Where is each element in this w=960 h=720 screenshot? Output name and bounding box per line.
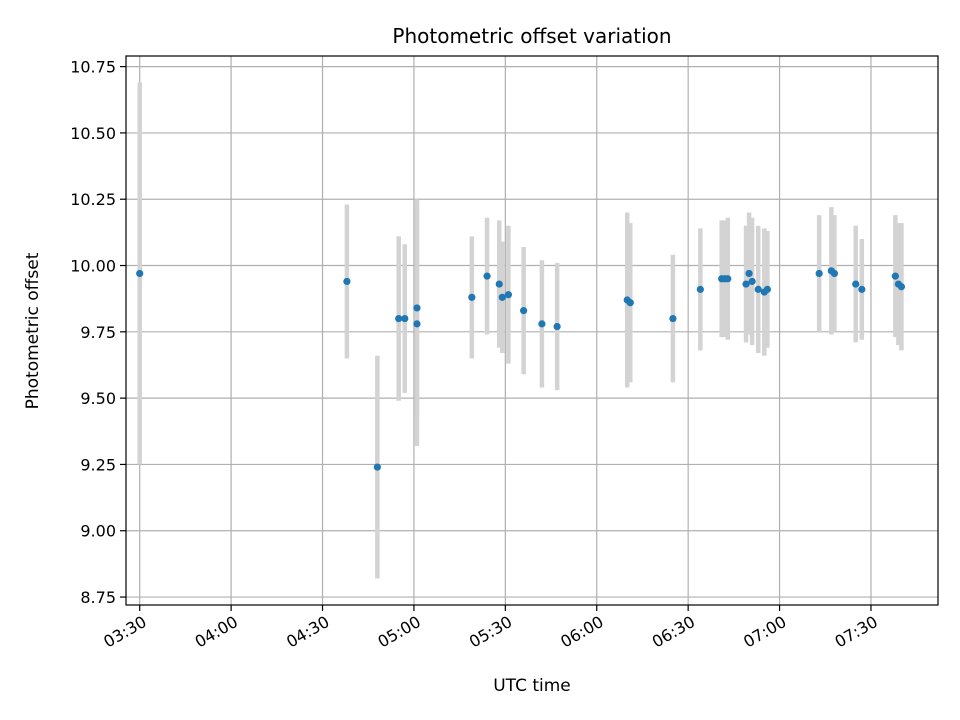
- data-point: [498, 293, 506, 301]
- x-axis-title: UTC time: [493, 676, 571, 696]
- data-point: [745, 269, 753, 278]
- data-point: [748, 277, 756, 286]
- data-point: [724, 275, 732, 283]
- plot-area-frame: [125, 55, 939, 606]
- data-point: [553, 322, 561, 331]
- data-point: [852, 280, 860, 288]
- data-point: [538, 320, 546, 328]
- y-tick-label: 8.75: [80, 588, 116, 607]
- y-tick-label: 10.75: [70, 58, 116, 77]
- grid: [126, 56, 938, 605]
- data-point: [520, 307, 528, 315]
- data-point: [626, 299, 634, 307]
- data-point: [468, 293, 476, 301]
- data-points: [136, 267, 906, 471]
- chart-title: Photometric offset variation: [392, 24, 671, 48]
- data-point: [343, 277, 351, 286]
- data-point: [401, 314, 409, 323]
- data-point: [413, 320, 421, 328]
- y-tick-label: 10.50: [70, 124, 116, 143]
- y-axis-ticks: 8.75 9.00 9.25 9.50 9.75 10.00 10.25 10.50 10.75: [70, 58, 126, 607]
- y-tick-label: 9.25: [80, 455, 116, 474]
- data-point: [858, 285, 866, 293]
- data-point: [373, 463, 381, 471]
- data-point: [897, 283, 906, 291]
- data-point: [483, 272, 491, 280]
- data-point: [891, 272, 899, 280]
- data-point: [504, 291, 512, 299]
- data-point: [136, 269, 144, 278]
- data-point: [413, 304, 421, 312]
- data-point: [763, 285, 771, 293]
- data-point: [395, 314, 403, 323]
- y-tick-label: 10.25: [70, 190, 116, 209]
- y-tick-label: 10.00: [70, 257, 116, 276]
- data-point: [696, 285, 704, 293]
- data-point: [742, 280, 750, 288]
- y-tick-label: 9.50: [80, 389, 116, 408]
- data-point: [754, 285, 762, 293]
- y-tick-label: 9.75: [80, 323, 116, 342]
- data-point: [669, 314, 677, 323]
- data-point: [815, 269, 823, 278]
- data-point: [830, 269, 839, 278]
- data-point: [495, 280, 503, 288]
- y-axis-title: Photometric offset: [23, 252, 43, 409]
- y-tick-label: 9.00: [80, 522, 116, 541]
